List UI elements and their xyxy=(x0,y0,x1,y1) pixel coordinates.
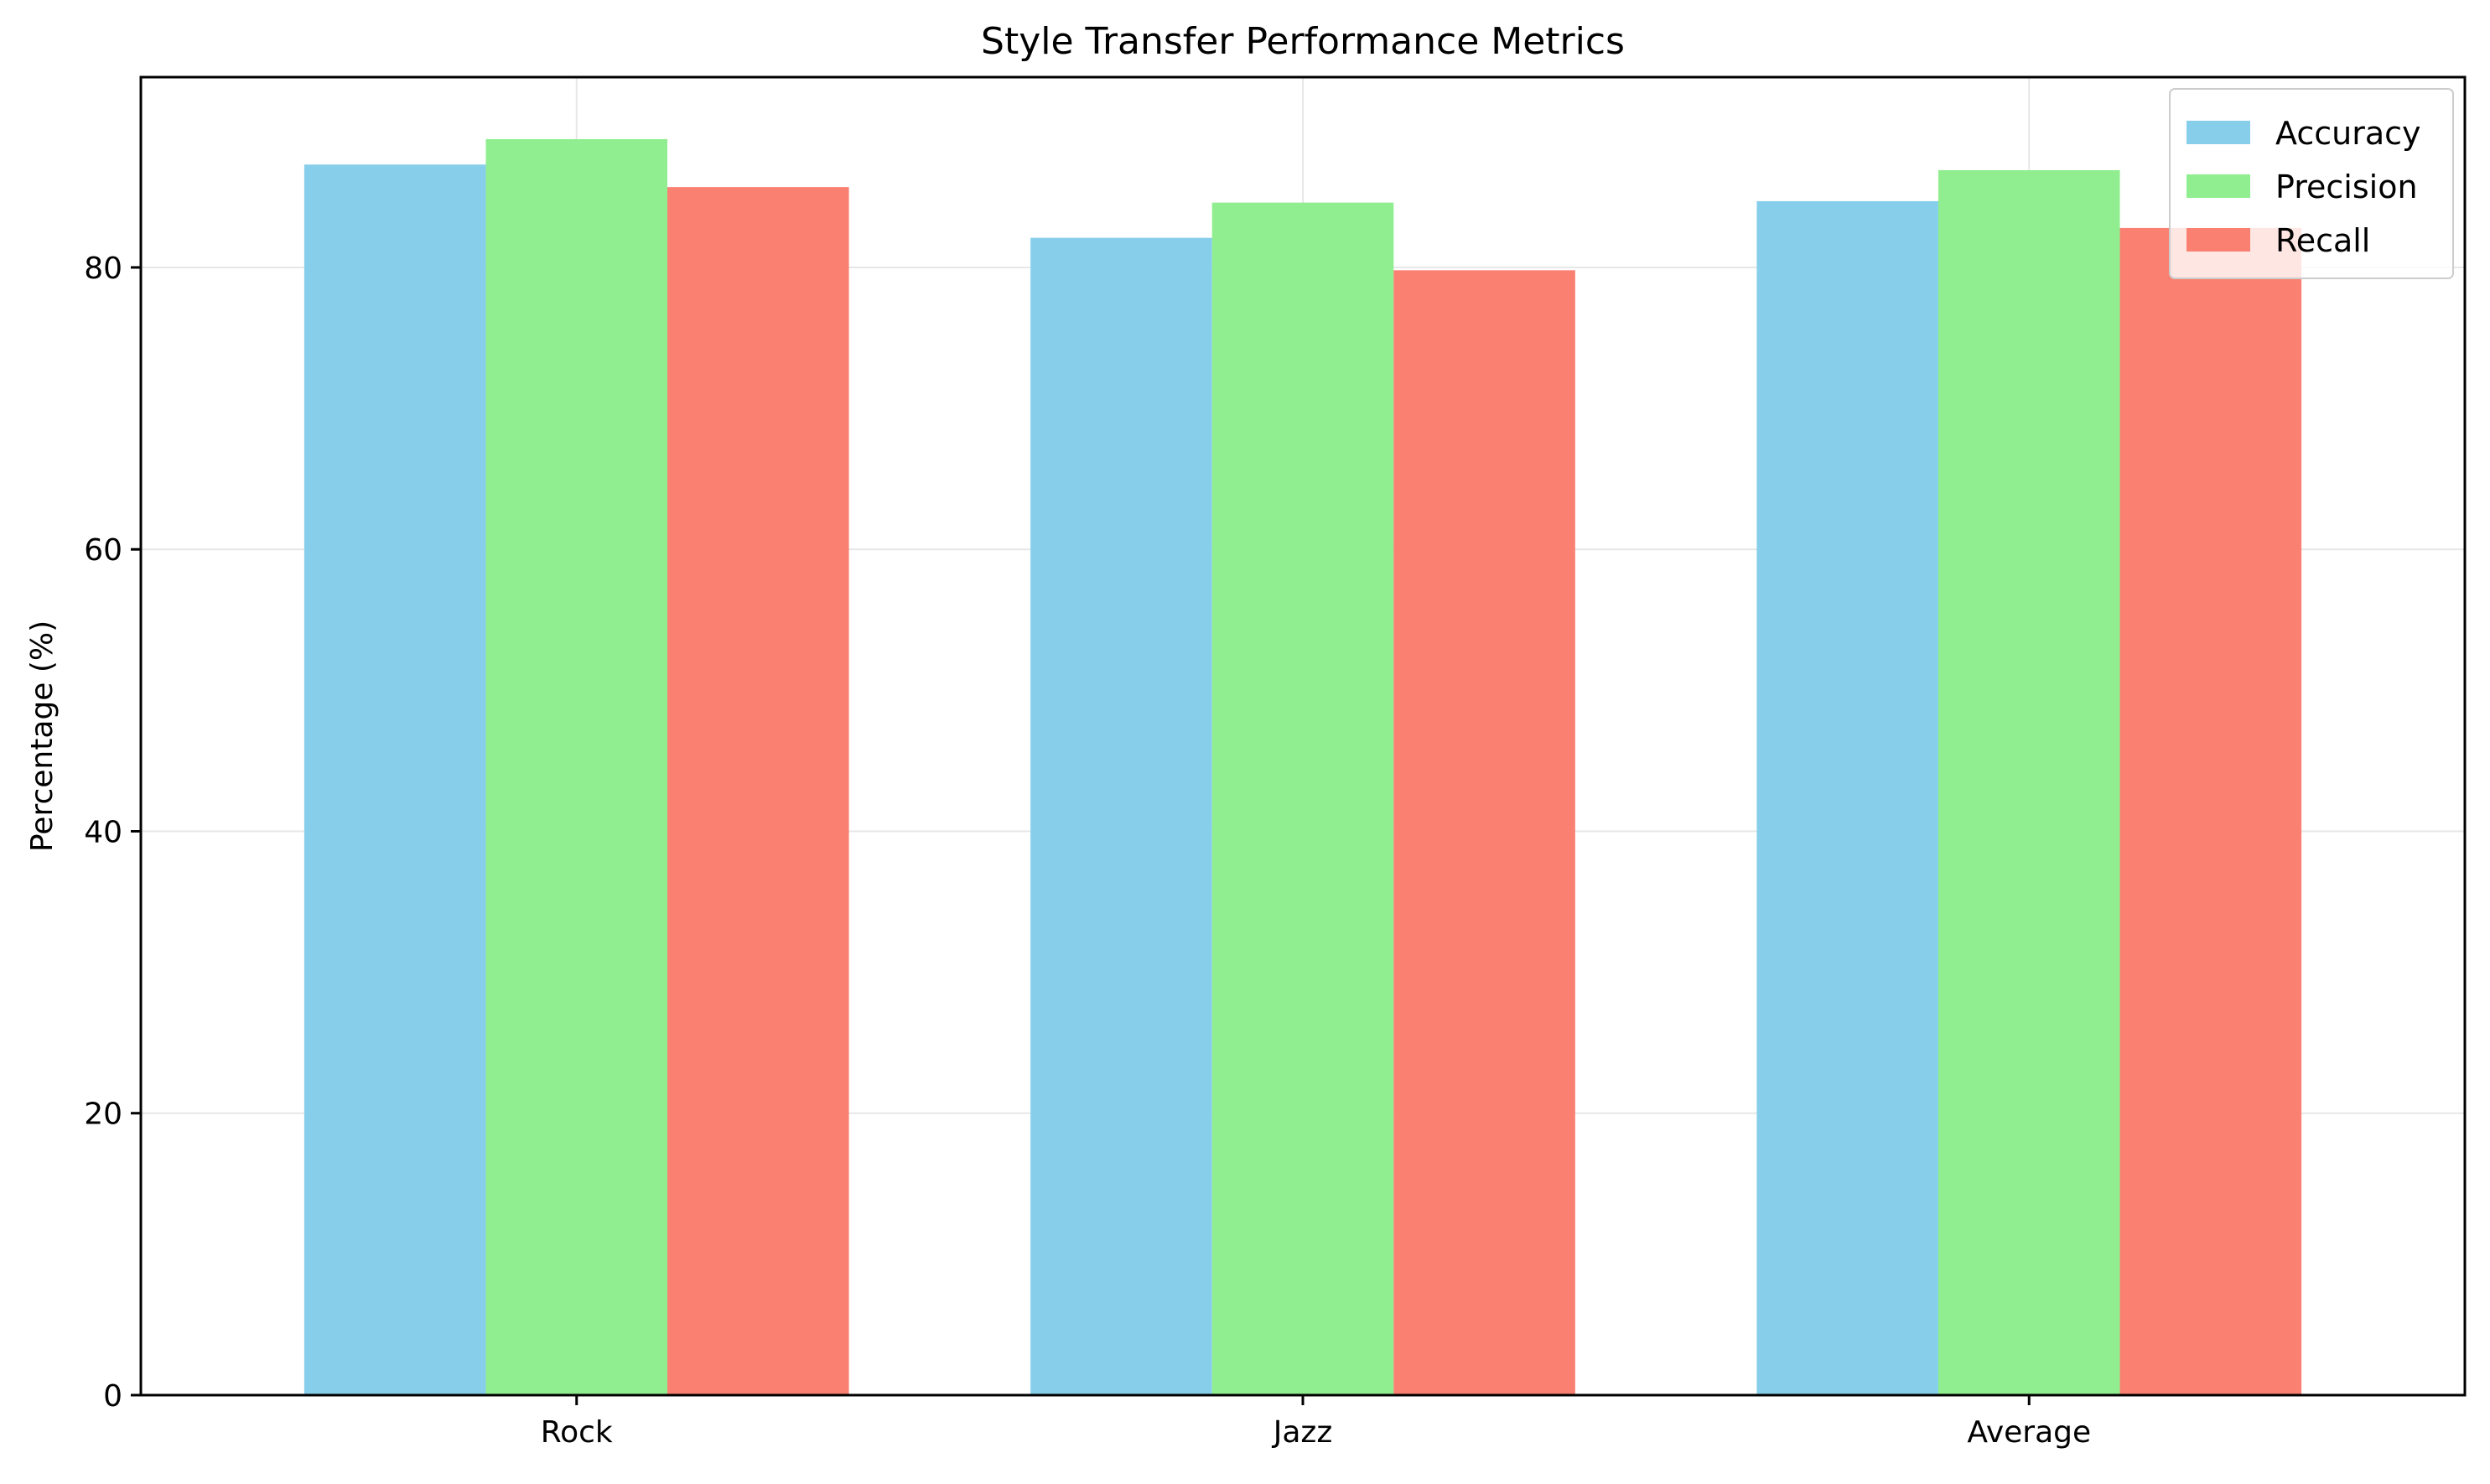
bar-accuracy-rock xyxy=(303,164,486,1395)
legend-label-recall: Recall xyxy=(2275,222,2370,259)
bar-accuracy-jazz xyxy=(1030,237,1212,1396)
x-tick-label-rock: Rock xyxy=(541,1415,613,1450)
y-tick-label-40: 40 xyxy=(84,815,122,849)
y-axis-label: Percentage (%) xyxy=(25,620,60,852)
y-tick-label-60: 60 xyxy=(84,533,122,568)
x-tick-label-jazz: Jazz xyxy=(1272,1415,1332,1450)
bar-precision-jazz xyxy=(1211,202,1394,1395)
y-tick-label-0: 0 xyxy=(103,1379,122,1414)
bar-recall-rock xyxy=(667,187,849,1395)
ticks: 0 20 40 60 80 Rock Jazz Average xyxy=(84,252,2091,1450)
chart-title: Style Transfer Performance Metrics xyxy=(981,20,1625,63)
legend-label-precision: Precision xyxy=(2275,169,2418,205)
legend-label-accuracy: Accuracy xyxy=(2275,115,2421,152)
legend: Accuracy Precision Recall xyxy=(2169,88,2454,279)
bar-accuracy-average xyxy=(1756,200,1938,1396)
bar-recall-jazz xyxy=(1393,270,1575,1395)
x-tick-label-average: Average xyxy=(1967,1415,2091,1450)
legend-swatch-precision xyxy=(2187,174,2250,198)
bars xyxy=(303,138,2302,1396)
legend-swatch-accuracy xyxy=(2187,121,2250,144)
y-tick-label-80: 80 xyxy=(84,252,122,286)
bar-precision-rock xyxy=(485,138,668,1396)
bar-precision-average xyxy=(1938,169,2120,1395)
y-tick-label-20: 20 xyxy=(84,1097,122,1132)
legend-swatch-recall xyxy=(2187,228,2250,252)
bar-recall-average xyxy=(2119,227,2302,1395)
